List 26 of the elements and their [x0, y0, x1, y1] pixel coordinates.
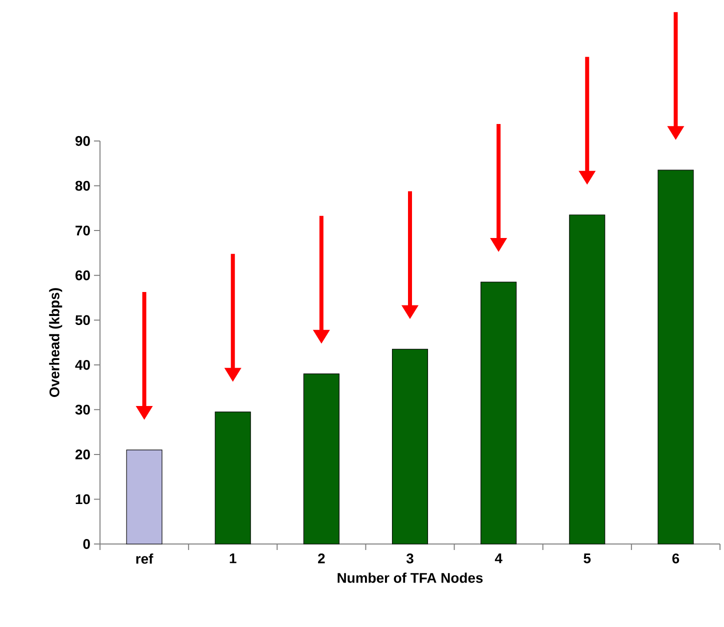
bar: [392, 348, 428, 544]
x-tick-label: 3: [406, 554, 414, 564]
bar: [214, 412, 251, 544]
x-tick-label: 1: [230, 554, 236, 564]
y-tick-label: 20: [75, 449, 90, 460]
bar: [480, 282, 517, 544]
x-tick-label: 6: [672, 554, 680, 564]
x-tick-label: 5: [584, 554, 591, 564]
y-tick-label: 70: [76, 226, 90, 236]
y-tick-label: 0: [83, 539, 90, 549]
y-tick-label: 40: [75, 360, 90, 370]
x-axis-title: Number of TFA Nodes: [338, 572, 483, 583]
y-tick-label: 10: [76, 494, 90, 504]
y-tick-label: 30: [75, 404, 90, 415]
x-tick-label: 4: [494, 554, 502, 564]
x-tick-label: 2: [318, 554, 325, 564]
y-tick-label: 50: [75, 315, 90, 326]
y-axis-title: Overhead (kbps): [49, 288, 62, 397]
bar: [303, 374, 340, 544]
bar: [126, 450, 162, 544]
x-tick-label: ref: [136, 554, 154, 564]
y-tick-label: 80: [75, 180, 90, 191]
y-tick-label: 60: [75, 270, 90, 280]
bar: [569, 214, 606, 544]
y-tick-label: 90: [75, 136, 90, 146]
bar: [658, 170, 694, 544]
